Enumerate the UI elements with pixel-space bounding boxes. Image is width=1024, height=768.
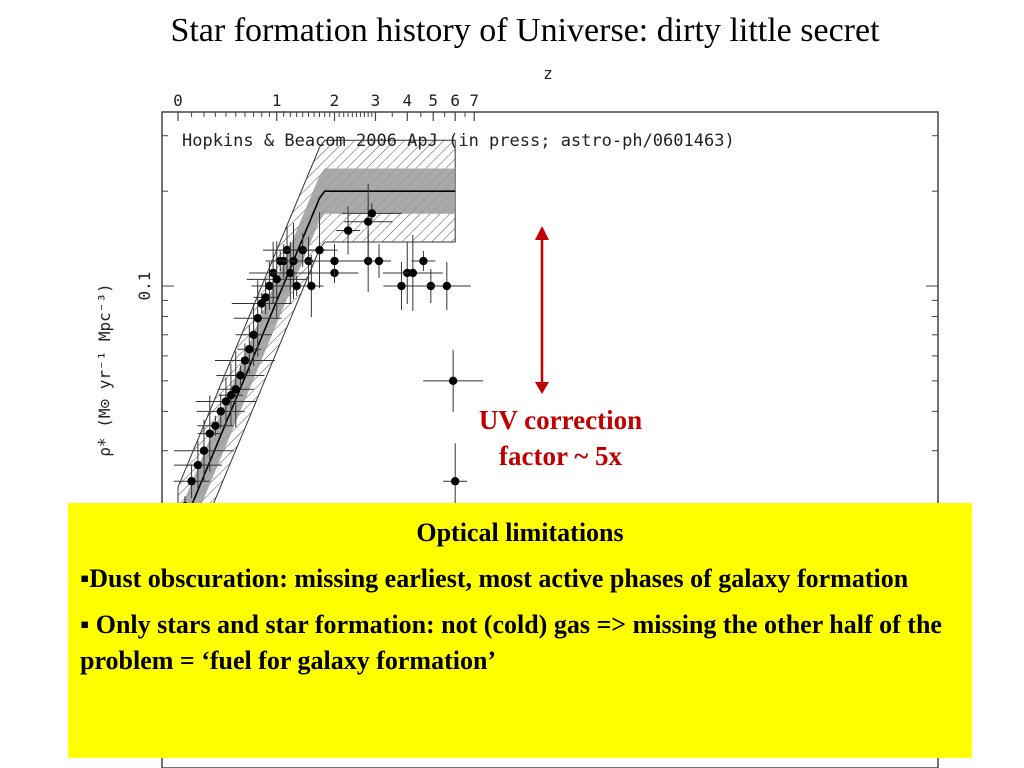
- top-tick-label: 5: [428, 91, 438, 110]
- data-point: [221, 397, 231, 406]
- inner-band: [178, 168, 456, 561]
- y-axis-label: ρ̇* (M⊙ yr⁻¹ Mpc⁻³): [95, 283, 114, 456]
- top-tick-label: 1: [272, 91, 282, 110]
- data-point: [265, 281, 274, 291]
- top-tick-label: 2: [330, 91, 340, 110]
- callout-bullet-1: ▪Dust obscuration: missing earliest, mos…: [80, 564, 909, 593]
- annotation-line-1: UV correction: [478, 405, 643, 435]
- data-point: [249, 330, 258, 339]
- data-point: [272, 275, 281, 284]
- data-point: [367, 209, 377, 218]
- data-point: [199, 446, 209, 455]
- annotation-line-2: factor ~ 5x: [498, 441, 622, 471]
- data-point: [419, 256, 428, 266]
- top-tick-label: 0: [173, 91, 183, 110]
- reference-label: Hopkins & Beacom 2006 ApJ (in press; ast…: [182, 131, 735, 151]
- data-point: [442, 281, 452, 291]
- callout-bullet-2-text: Only stars and star formation: not (cold…: [80, 610, 942, 675]
- uv-correction-annotation: UV correction factor ~ 5x: [438, 402, 683, 474]
- data-point: [330, 256, 339, 266]
- data-point: [245, 345, 254, 354]
- data-point: [231, 385, 240, 394]
- data-point: [187, 477, 196, 486]
- data-point: [286, 268, 295, 278]
- data-point: [450, 477, 460, 486]
- data-point: [261, 293, 270, 302]
- callout-bullet-2: ▪ Only stars and star formation: not (co…: [80, 610, 942, 675]
- data-point: [211, 421, 220, 430]
- data-point: [205, 429, 214, 438]
- data-point: [374, 256, 384, 266]
- top-tick-label: 4: [402, 91, 412, 110]
- slide-title: Star formation history of Universe: dirt…: [170, 12, 880, 49]
- data-point: [236, 371, 245, 380]
- data-point: [193, 460, 203, 470]
- data-point: [408, 268, 418, 278]
- data-point: [216, 407, 225, 416]
- data-point: [307, 281, 316, 291]
- optical-limitations-box: Optical limitations ▪Dust obscuration: m…: [68, 503, 972, 758]
- top-tick-label: 6: [450, 91, 460, 110]
- uv-correction-arrow-head-bottom: [535, 382, 549, 394]
- data-point: [292, 281, 301, 291]
- y-tick-label-0.1: 0.1: [135, 272, 154, 301]
- data-point: [315, 245, 324, 255]
- plot-frame: [161, 111, 939, 768]
- data-point: [363, 217, 373, 226]
- data-point: [448, 376, 458, 386]
- uv-correction-arrow-head-top: [535, 226, 549, 240]
- top-axis-label: z: [543, 64, 553, 83]
- data-point: [253, 314, 262, 323]
- data-point: [397, 281, 406, 291]
- data-point: [226, 391, 236, 400]
- data-point: [343, 226, 353, 235]
- callout-bullet-1-text: Dust obscuration: missing earliest, most…: [89, 564, 909, 593]
- data-point: [257, 299, 266, 308]
- top-tick-label: 7: [469, 91, 479, 110]
- data-point: [240, 356, 250, 365]
- top-tick-label: 3: [371, 91, 381, 110]
- callout-heading: Optical limitations: [416, 518, 624, 547]
